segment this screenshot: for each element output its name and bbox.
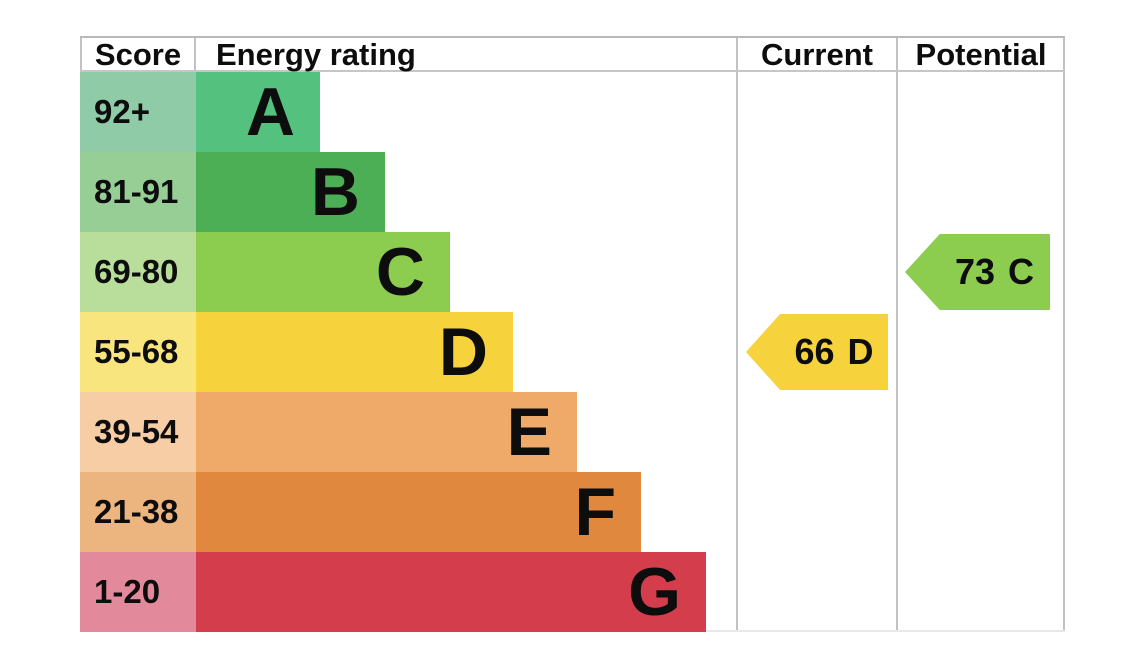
score-column-header: Score: [94, 36, 182, 72]
rating-table: Score Energy rating Current Potential 92…: [80, 36, 1065, 632]
band-row-e: 39-54 E: [80, 392, 1065, 472]
score-cell: 69-80: [80, 232, 196, 312]
current-rating-letter: D: [847, 331, 874, 372]
potential-rating-arrow: 73 C: [905, 234, 1050, 310]
band-bar: E: [196, 392, 577, 472]
band-bar: A: [196, 72, 320, 152]
table-right-border: [1063, 36, 1065, 632]
score-cell: 92+: [80, 72, 196, 152]
current-column-header: Current: [761, 36, 873, 72]
score-cell: 55-68: [80, 312, 196, 392]
score-range-label: 92+: [94, 93, 150, 130]
band-letter: E: [506, 394, 552, 470]
score-column-divider: [194, 36, 196, 72]
score-cell: 1-20: [80, 552, 196, 632]
band-letter: D: [438, 314, 488, 390]
score-range-label: 69-80: [94, 253, 179, 290]
band-row-a: 92+ A: [80, 72, 1065, 152]
band-letter: C: [375, 234, 425, 310]
current-rating-value: 66: [794, 331, 835, 372]
band-row-d: 55-68 D: [80, 312, 1065, 392]
table-header: Score Energy rating Current Potential: [80, 36, 1065, 72]
score-cell: 21-38: [80, 472, 196, 552]
band-row-b: 81-91 B: [80, 152, 1065, 232]
current-rating-arrow: 66 D: [746, 314, 888, 390]
score-range-label: 1-20: [94, 573, 161, 610]
potential-rating-letter: C: [1008, 251, 1035, 292]
band-bar: B: [196, 152, 385, 232]
score-cell: 81-91: [80, 152, 196, 232]
band-bar: G: [196, 552, 706, 632]
table-left-border: [80, 36, 82, 72]
potential-column-header: Potential: [915, 36, 1047, 72]
energy-rating-column-header: Energy rating: [216, 36, 416, 72]
score-range-label: 39-54: [94, 413, 179, 450]
band-row-g: 1-20 G: [80, 552, 1065, 632]
band-bar: D: [196, 312, 513, 392]
band-letter: A: [245, 74, 295, 150]
score-range-label: 21-38: [94, 493, 179, 530]
band-row-f: 21-38 F: [80, 472, 1065, 552]
band-letter: F: [574, 474, 616, 550]
score-range-label: 81-91: [94, 173, 179, 210]
score-range-label: 55-68: [94, 333, 179, 370]
potential-column-divider: [896, 36, 898, 632]
score-cell: 39-54: [80, 392, 196, 472]
band-letter: G: [628, 554, 681, 630]
current-column-divider: [736, 36, 738, 632]
band-letter: B: [310, 154, 360, 230]
band-bar: C: [196, 232, 450, 312]
potential-rating-value: 73: [954, 251, 996, 292]
band-bar: F: [196, 472, 641, 552]
band-row-c: 69-80 C: [80, 232, 1065, 312]
